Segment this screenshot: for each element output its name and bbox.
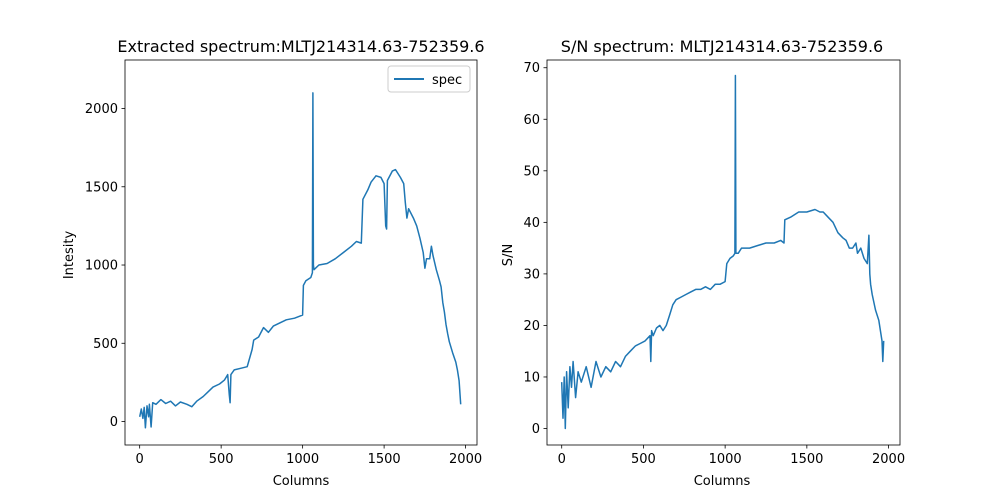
y-tick-label: 500 (93, 337, 118, 352)
chart-title: S/N spectrum: MLTJ214314.63-752359.6 (561, 37, 883, 56)
plot-area: 0 500 1000 1500 2000 0 10 20 30 40 50 60 70 (523, 59, 905, 467)
chart-title: Extracted spectrum:MLTJ214314.63-752359.… (117, 37, 484, 56)
x-tick-label: 1500 (790, 452, 823, 467)
legend-label: spec (432, 73, 462, 88)
y-tick-label: 0 (532, 422, 540, 437)
y-tick-label: 0 (110, 415, 118, 430)
x-axis-label: Columns (273, 474, 330, 489)
sn-spectrum-chart: S/N spectrum: MLTJ214314.63-752359.6 0 50… (501, 37, 905, 489)
y-tick-label: 40 (523, 216, 540, 231)
y-axis-label: Intesity (62, 231, 77, 280)
y-tick-label: 10 (523, 370, 540, 385)
x-tick-label: 1000 (286, 452, 319, 467)
plot-area: 0 500 1000 1500 2000 0 500 1000 1500 2000 (85, 59, 482, 467)
y-tick-label: 20 (523, 319, 540, 334)
y-tick-label: 50 (523, 164, 540, 179)
x-tick-label: 2000 (872, 452, 905, 467)
x-tick-label: 0 (136, 452, 144, 467)
legend-box (387, 65, 471, 93)
x-tick-label: 500 (209, 452, 234, 467)
plot-frame (124, 59, 478, 446)
y-tick-label: 30 (523, 267, 540, 282)
x-tick-label: 1000 (709, 452, 742, 467)
x-tick-label: 2000 (449, 452, 482, 467)
x-tick-label: 1500 (368, 452, 401, 467)
series-line (560, 74, 885, 430)
y-tick-label: 2000 (85, 102, 118, 117)
x-tick-label: 500 (631, 452, 656, 467)
series-line (138, 92, 462, 429)
x-axis-label: Columns (694, 474, 751, 489)
y-tick-label: 70 (523, 61, 540, 76)
x-tick-label: 0 (558, 452, 566, 467)
plot-frame (546, 59, 901, 446)
legend: spec (387, 65, 471, 93)
y-tick-label: 1500 (85, 180, 118, 195)
extracted-spectrum-chart: Extracted spectrum:MLTJ214314.63-752359.… (62, 37, 485, 489)
y-tick-label: 1000 (85, 259, 118, 274)
y-axis-label: S/N (501, 244, 516, 266)
y-tick-label: 60 (523, 113, 540, 128)
